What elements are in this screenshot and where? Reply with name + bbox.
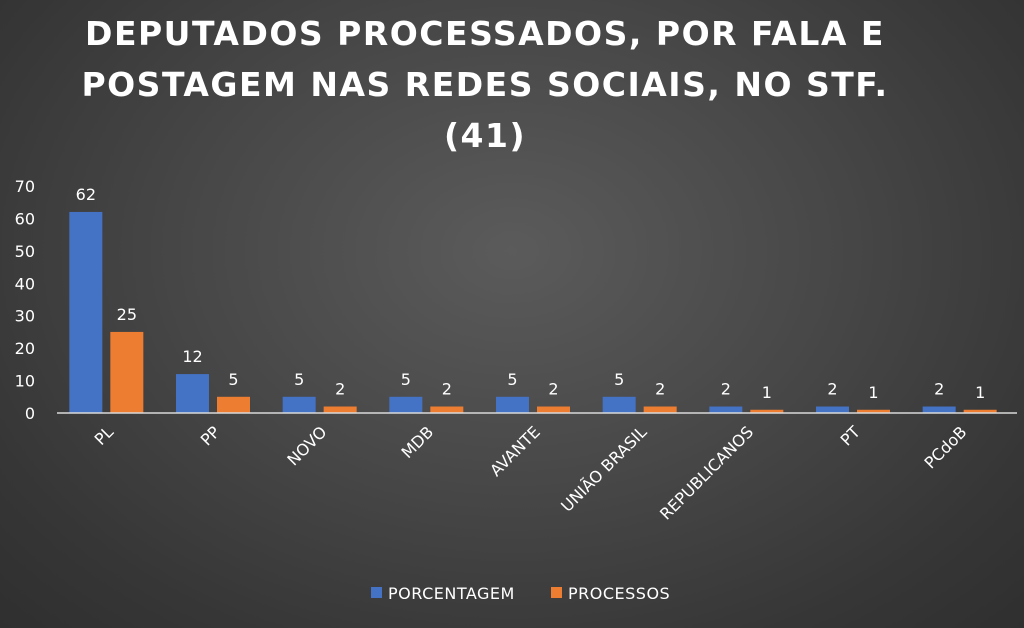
data-label: 5 xyxy=(401,370,411,389)
bar-processos xyxy=(643,406,677,413)
legend-swatch xyxy=(551,587,562,598)
data-label: 2 xyxy=(655,380,665,399)
bar-processos xyxy=(750,409,784,413)
bar-porcentagem xyxy=(922,406,956,413)
bar-porcentagem xyxy=(496,396,529,413)
bar-porcentagem xyxy=(709,406,743,413)
y-tick-label: 60 xyxy=(15,209,35,228)
bar-porcentagem xyxy=(816,406,849,413)
bar-porcentagem xyxy=(176,374,209,413)
data-label: 2 xyxy=(335,380,345,399)
data-label: 2 xyxy=(827,380,837,399)
y-tick-label: 40 xyxy=(15,274,35,293)
legend-label: PROCESSOS xyxy=(568,584,670,603)
chart-title: DEPUTADOS PROCESSADOS, POR FALA E POSTAG… xyxy=(81,14,889,155)
x-tick-label: PT xyxy=(837,422,864,449)
data-label: 5 xyxy=(507,370,517,389)
data-label: 5 xyxy=(228,370,238,389)
y-tick-label: 70 xyxy=(15,177,35,196)
x-tick-label: NOVO xyxy=(283,422,330,469)
bar-processos xyxy=(323,406,357,413)
data-label: 62 xyxy=(76,185,96,204)
legend-label: PORCENTAGEM xyxy=(388,584,515,603)
y-tick-label: 0 xyxy=(25,404,35,423)
data-label: 2 xyxy=(934,380,944,399)
bar-processos xyxy=(430,406,464,413)
bar-processos xyxy=(857,409,890,413)
y-tick-label: 30 xyxy=(15,307,35,326)
data-label: 1 xyxy=(868,383,878,402)
data-label: 25 xyxy=(117,305,137,324)
bar-porcentagem xyxy=(69,211,103,413)
x-tick-label: REPUBLICANOS xyxy=(656,422,757,523)
bar-porcentagem xyxy=(602,396,636,413)
data-label: 12 xyxy=(182,347,202,366)
x-tick-label: AVANTE xyxy=(486,422,544,480)
bar-processos xyxy=(537,406,570,413)
data-label: 5 xyxy=(614,370,624,389)
data-label: 2 xyxy=(442,380,452,399)
data-label: 2 xyxy=(721,380,731,399)
data-label: 5 xyxy=(294,370,304,389)
data-label: 2 xyxy=(548,380,558,399)
bar-processos xyxy=(110,331,144,413)
x-tick-label: PL xyxy=(91,422,118,449)
data-label: 1 xyxy=(762,383,772,402)
y-tick-label: 20 xyxy=(15,339,35,358)
legend-swatch xyxy=(371,587,382,598)
bar-porcentagem xyxy=(389,396,423,413)
x-tick-label: UNIÃO BRASIL xyxy=(557,422,650,515)
bar-processos xyxy=(963,409,997,413)
data-label: 1 xyxy=(975,383,985,402)
y-tick-label: 10 xyxy=(15,372,35,391)
x-tick-label: PCdoB xyxy=(920,422,970,472)
x-tick-label: PP xyxy=(197,422,224,449)
bar-porcentagem xyxy=(282,396,316,413)
bar-processos xyxy=(217,396,250,413)
y-tick-label: 50 xyxy=(15,242,35,261)
x-tick-label: MDB xyxy=(397,422,437,462)
